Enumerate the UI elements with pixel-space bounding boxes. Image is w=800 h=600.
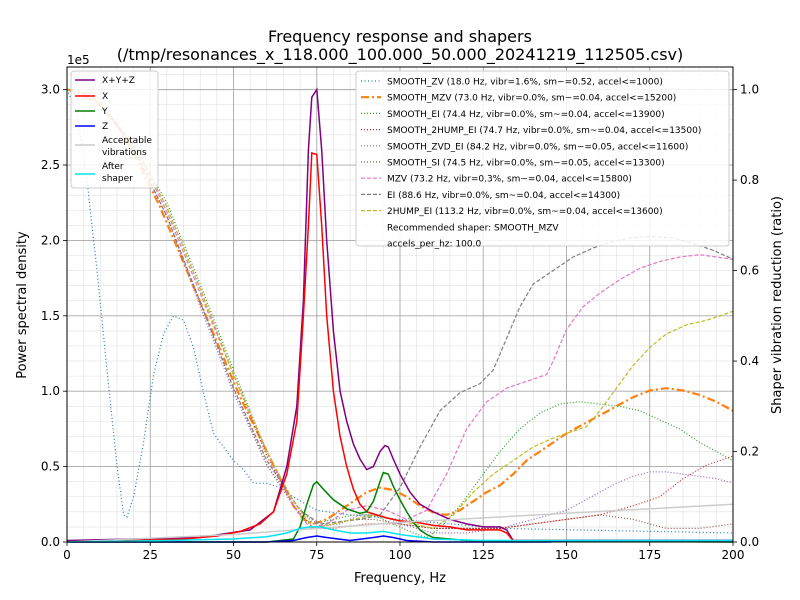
y-axis-ticks: 0.0 0.5 1.0 1.5 2.0 2.5 3.0 xyxy=(41,83,67,549)
y-tick-label: 3.0 xyxy=(41,83,60,97)
shaper-legend: SMOOTH_ZV (18.0 Hz, vibr=1.6%, sm~=0.52,… xyxy=(355,70,730,250)
legend-label-y: Y xyxy=(101,107,108,117)
y2-tick-label: 0.6 xyxy=(740,264,759,278)
x-tick-label: 100 xyxy=(389,548,412,562)
x-tick-label: 50 xyxy=(226,548,241,562)
shaper-legend-label: SMOOTH_MZV (73.0 Hz, vibr=0.0%, sm~=0.04… xyxy=(387,94,676,104)
legend-label-after-1: After xyxy=(102,162,124,172)
x-tick-label: 200 xyxy=(722,548,745,562)
shaper-curve-7 xyxy=(66,89,734,525)
psd-curve-0 xyxy=(66,87,733,542)
shaper-legend-label: SMOOTH_SI (74.5 Hz, vibr=0.0%, sm~=0.05,… xyxy=(387,159,665,169)
psd-curve-5 xyxy=(66,526,733,543)
y-axis-label: Power spectral density xyxy=(15,231,30,379)
shaper-legend-label: SMOOTH_2HUMP_EI (74.7 Hz, vibr=0.0%, sm~… xyxy=(387,126,701,136)
shaper-legend-label: MZV (73.2 Hz, vibr=0.3%, sm~=0.04, accel… xyxy=(387,175,632,185)
y2-tick-label: 1.0 xyxy=(740,83,759,97)
x-tick-label: 0 xyxy=(63,548,71,562)
shaper-curve-1 xyxy=(66,88,734,526)
y-tick-label: 1.5 xyxy=(41,309,60,323)
shaper-curves xyxy=(66,88,734,539)
x-tick-label: 75 xyxy=(309,548,324,562)
x-tick-label: 125 xyxy=(472,548,495,562)
x-tick-label: 175 xyxy=(638,548,661,562)
psd-curve-1 xyxy=(66,152,733,543)
psd-legend: X+Y+Z X Y Z Acceptable vibrations After … xyxy=(70,70,159,189)
shaper-legend-label: EI (88.6 Hz, vibr=0.0%, sm~=0.04, accel<… xyxy=(387,191,620,201)
legend-label-z: Z xyxy=(102,122,108,132)
y2-tick-label: 0.8 xyxy=(740,173,759,187)
shaper-legend-box xyxy=(355,70,730,247)
y-tick-label: 2.0 xyxy=(41,233,60,247)
y-tick-label: 1.0 xyxy=(41,384,60,398)
shaper-curve-8 xyxy=(66,89,734,530)
shaper-legend-label: SMOOTH_ZV (18.0 Hz, vibr=1.6%, sm~=0.52,… xyxy=(387,78,663,88)
y2-axis-label: Shaper vibration reduction (ratio) xyxy=(770,196,785,414)
legend-label-acceptable-1: Acceptable xyxy=(102,136,152,146)
y-tick-label: 2.5 xyxy=(41,158,60,172)
shaper-legend-label: SMOOTH_ZVD_EI (84.2 Hz, vibr=0.0%, sm~=0… xyxy=(387,142,688,152)
x-tick-label: 150 xyxy=(555,548,578,562)
psd-curve-2 xyxy=(67,471,734,543)
x-tick-label: 25 xyxy=(143,548,158,562)
y-tick-label: 0.5 xyxy=(41,460,60,474)
y2-tick-label: 0.4 xyxy=(740,354,759,368)
y-axis-multiplier: 1e5 xyxy=(67,53,90,67)
chart-subtitle: (/tmp/resonances_x_118.000_100.000_50.00… xyxy=(117,45,684,65)
psd-legend-box xyxy=(70,70,159,189)
shaper-legend-label: 2HUMP_EI (113.2 Hz, vibr=0.0%, sm~=0.04,… xyxy=(387,207,663,217)
legend-label-x: X xyxy=(102,92,108,102)
y2-axis-ticks: 0.0 0.2 0.4 0.6 0.8 1.0 xyxy=(733,83,759,549)
x-axis-ticks: 0 25 50 75 100 125 150 175 200 xyxy=(63,542,744,562)
shaper-legend-note: Recommended shaper: SMOOTH_MZV xyxy=(387,223,559,233)
y2-tick-label: 0.0 xyxy=(740,535,759,549)
psd-curve-4 xyxy=(66,503,734,543)
legend-label-xyz: X+Y+Z xyxy=(102,76,135,86)
x-axis-label: Frequency, Hz xyxy=(354,571,446,586)
shaper-legend-note: accels_per_hz: 100.0 xyxy=(387,240,481,250)
shaper-legend-label: SMOOTH_EI (74.4 Hz, vibr=0.0%, sm~=0.04,… xyxy=(387,110,665,120)
y-tick-label: 0.0 xyxy=(41,535,60,549)
y2-tick-label: 0.2 xyxy=(740,445,759,459)
chart-title: Frequency response and shapers xyxy=(268,27,532,46)
legend-label-acceptable-2: vibrations xyxy=(102,148,147,158)
legend-label-after-2: shaper xyxy=(102,174,133,184)
